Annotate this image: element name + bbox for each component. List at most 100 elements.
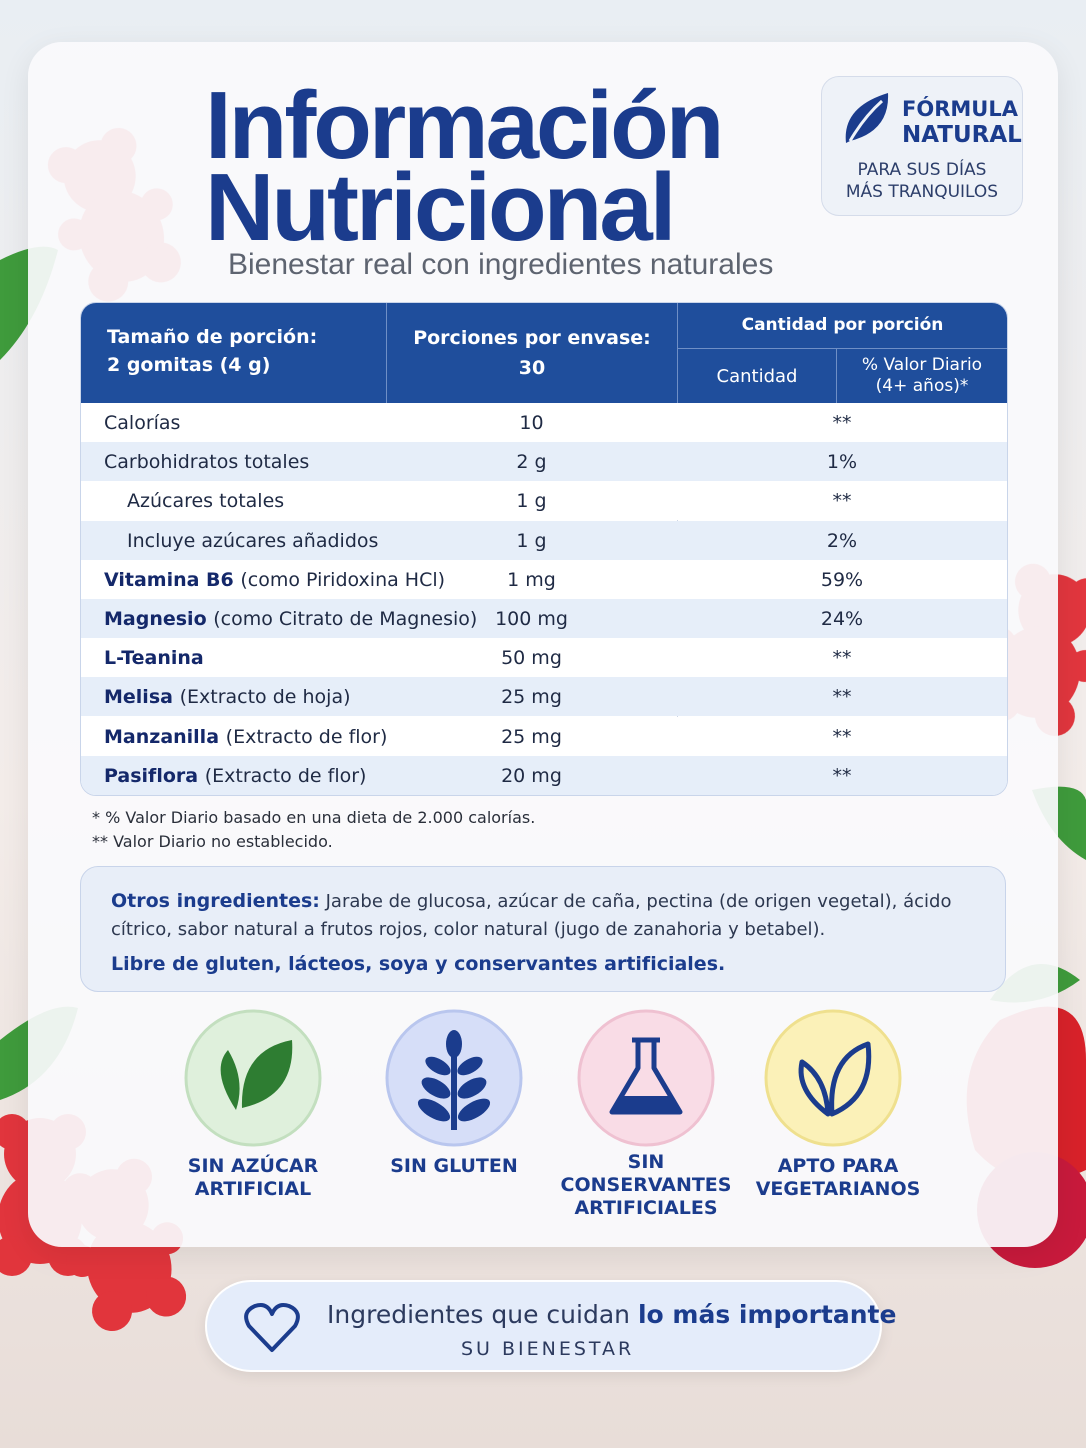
nutrient-name: Magnesio bbox=[104, 608, 207, 630]
leaf-icon bbox=[845, 93, 889, 143]
nutrient-name: Melisa bbox=[104, 686, 173, 709]
header-text: Porciones por envase: bbox=[413, 327, 651, 349]
amount: 1 mg bbox=[507, 568, 556, 591]
row-label: Incluye azúcares añadidos bbox=[127, 530, 378, 552]
ingredients-list: Jarabe de glucosa, azúcar de caña, pecti… bbox=[111, 891, 952, 940]
nutrient-detail: (Extracto de flor) bbox=[204, 764, 367, 787]
table-row: Calorías 10 ** bbox=[81, 403, 1007, 442]
banner-sub: SU BIENESTAR bbox=[461, 1338, 635, 1360]
flask-liquid bbox=[614, 1096, 678, 1110]
nutrient-name: Azúcares totales bbox=[127, 490, 285, 513]
nutrient-detail: (como Citrato de Magnesio) bbox=[213, 608, 478, 630]
amount: 25 mg bbox=[501, 686, 562, 709]
table-row: Pasiflora (Extracto de flor) 20 mg ** bbox=[81, 755, 1007, 795]
icon-label-line: ARTIFICIAL bbox=[194, 1178, 312, 1200]
table-row: Melisa (Extracto de hoja) 25 mg ** bbox=[81, 677, 1007, 717]
badge-sub: PARA SUS DÍAS bbox=[857, 160, 987, 180]
header-text: 30 bbox=[518, 357, 546, 379]
title: Nutricional bbox=[205, 154, 676, 261]
wheat-icon bbox=[417, 1030, 491, 1130]
vegetarian-icon bbox=[798, 1041, 872, 1117]
amount: 2 g bbox=[516, 451, 547, 474]
ingredients-box: Otros ingredientes: Jarabe de glucosa, a… bbox=[80, 866, 1006, 992]
table-row: Vitamina B6 (como Piridoxina HCl) 1 mg 59% bbox=[81, 559, 1007, 599]
row-label: Carbohidratos totales bbox=[104, 451, 309, 473]
nutrient-name: Vitamina B6 bbox=[104, 568, 234, 591]
subtitle: Bienestar real con ingredientes naturale… bbox=[228, 248, 774, 281]
nutrient-name: Incluye azúcares añadidos bbox=[127, 529, 379, 552]
amount: 1 g bbox=[516, 490, 547, 513]
daily-value: 24% bbox=[820, 608, 864, 630]
table-row: Carbohidratos totales 2 g 1% bbox=[81, 442, 1007, 482]
header-text: Tamaño de porción: bbox=[107, 326, 318, 348]
header-text: (4+ años)* bbox=[875, 376, 969, 396]
amount: 100 mg bbox=[495, 608, 568, 630]
row-label: L-Teanina bbox=[104, 647, 204, 669]
icon-label-line: APTO PARA bbox=[777, 1155, 899, 1177]
row-label: Manzanilla (Extracto de flor) bbox=[104, 726, 387, 748]
badge-line: NATURAL bbox=[902, 122, 1022, 149]
amount: 10 bbox=[519, 412, 544, 434]
icon-label-line: SIN AZÚCAR bbox=[187, 1155, 319, 1177]
daily-value: ** bbox=[832, 412, 852, 434]
header-cell: % Valor Diario (4+ años)* bbox=[836, 349, 1007, 403]
leaf-icon bbox=[220, 1040, 293, 1110]
row-label: Magnesio (como Citrato de Magnesio) bbox=[104, 608, 477, 630]
daily-value: ** bbox=[832, 725, 852, 748]
icon-label: SIN AZÚCAR ARTIFICIAL bbox=[153, 1155, 353, 1201]
nutrition-table: Tamaño de porción: 2 gomitas (4 g) Porci… bbox=[80, 302, 1008, 796]
nutrient-name: Manzanilla bbox=[104, 725, 220, 748]
banner-bold: lo más importante bbox=[637, 1300, 897, 1329]
nutrient-detail: (como Piridoxina HCl) bbox=[240, 568, 446, 591]
daily-value: ** bbox=[832, 647, 852, 670]
header-cell: Cantidad por porción bbox=[677, 303, 1007, 349]
footnote: ** Valor Diario no establecido. bbox=[92, 832, 333, 851]
row-label: Calorías bbox=[104, 412, 180, 434]
icon-label: APTO PARA VEGETARIANOS bbox=[738, 1155, 938, 1201]
nutrient-name: Pasiflora bbox=[104, 764, 199, 787]
table-row: Magnesio (como Citrato de Magnesio) 100 m… bbox=[81, 599, 1007, 638]
nutrient-detail: (Extracto de flor) bbox=[225, 725, 388, 748]
icon-label-line: SIN bbox=[627, 1151, 665, 1173]
table-row: Azúcares totales 1 g ** bbox=[81, 481, 1007, 521]
daily-value: 2% bbox=[826, 529, 858, 552]
daily-value: ** bbox=[832, 490, 852, 513]
badge: FÓRMULA NATURAL PARA SUS DÍAS MÁS TRANQUIL… bbox=[821, 76, 1023, 216]
amount: 25 mg bbox=[501, 725, 562, 748]
daily-value: 1% bbox=[826, 451, 858, 474]
amount: 50 mg bbox=[501, 647, 562, 670]
header-cell: Cantidad bbox=[677, 349, 836, 403]
icon-label-line: SIN GLUTEN bbox=[390, 1155, 518, 1177]
nutrient-detail: (Extracto de hoja) bbox=[179, 686, 351, 709]
icons bbox=[184, 1009, 902, 1147]
banner-plain: Ingredientes que cuidan bbox=[327, 1300, 631, 1329]
title: Información bbox=[205, 72, 724, 179]
table-row: Manzanilla (Extracto de flor) 25 mg ** bbox=[81, 716, 1007, 756]
heart-icon bbox=[244, 1303, 300, 1352]
icon-label: SIN GLUTEN bbox=[354, 1155, 554, 1178]
nutrient-name: L-Teanina bbox=[104, 647, 204, 670]
icon-circle bbox=[577, 1009, 715, 1147]
banner: Ingredientes que cuidan lo más important… bbox=[205, 1280, 896, 1372]
ingredients-claim: Libre de gluten, lácteos, soya y conserv… bbox=[111, 953, 726, 975]
daily-value: ** bbox=[832, 686, 852, 709]
daily-value: 59% bbox=[820, 568, 864, 591]
amount: 1 g bbox=[516, 529, 547, 552]
row-label: Azúcares totales bbox=[127, 490, 284, 512]
banner-text: Ingredientes que cuidan lo más important… bbox=[327, 1300, 896, 1329]
row-label: Pasiflora (Extracto de flor) bbox=[104, 765, 366, 787]
amount: 20 mg bbox=[501, 764, 562, 787]
table-row: L-Teanina 50 mg ** bbox=[81, 638, 1007, 678]
badge-line: FÓRMULA bbox=[902, 97, 1018, 121]
footnote: * % Valor Diario basado en una dieta de … bbox=[92, 808, 536, 827]
row-label: Vitamina B6 (como Piridoxina HCl) bbox=[104, 569, 445, 591]
badge-sub: MÁS TRANQUILOS bbox=[845, 182, 999, 203]
flask-icon bbox=[609, 1037, 683, 1115]
header-cell: Porciones por envase: 30 bbox=[386, 303, 677, 403]
row-label: Melisa (Extracto de hoja) bbox=[104, 686, 351, 708]
ingredients-label: Otros ingredientes: bbox=[111, 890, 320, 912]
nutrient-name: Calorías bbox=[104, 412, 181, 434]
header-cell: Tamaño de porción: 2 gomitas (4 g) bbox=[81, 303, 386, 403]
icon-label-line: CONSERVANTES bbox=[560, 1174, 732, 1196]
